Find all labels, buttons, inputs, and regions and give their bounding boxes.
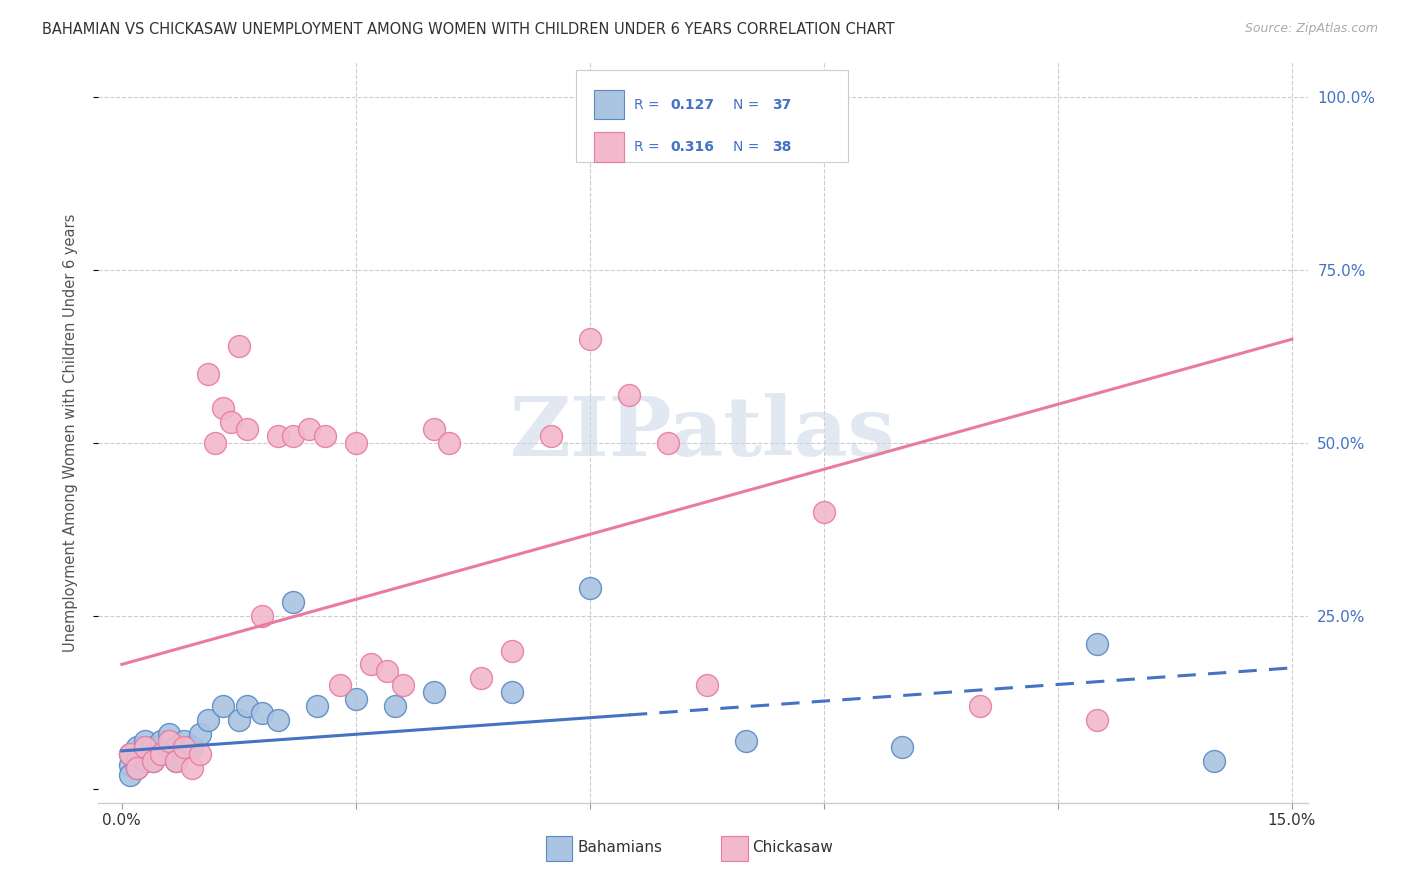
- Point: [118, 768, 141, 782]
- Point: [735, 733, 758, 747]
- Point: [212, 401, 235, 416]
- Text: R =: R =: [634, 97, 664, 112]
- Point: [118, 757, 141, 772]
- Point: [165, 754, 187, 768]
- Text: N =: N =: [734, 140, 763, 153]
- Point: [890, 740, 912, 755]
- Point: [344, 692, 367, 706]
- Point: [228, 339, 250, 353]
- Text: ZIPatlas: ZIPatlas: [510, 392, 896, 473]
- Point: [181, 761, 204, 775]
- Point: [134, 754, 156, 768]
- Point: [283, 595, 305, 609]
- Point: [439, 436, 461, 450]
- Point: [329, 678, 352, 692]
- Bar: [721, 836, 748, 861]
- Point: [1085, 637, 1108, 651]
- Point: [423, 422, 446, 436]
- Point: [579, 582, 602, 596]
- Bar: [595, 90, 624, 120]
- Point: [142, 754, 165, 768]
- Point: [501, 685, 523, 699]
- Point: [188, 747, 211, 762]
- Text: 0.127: 0.127: [671, 97, 714, 112]
- Point: [267, 713, 290, 727]
- Point: [252, 609, 274, 624]
- Point: [127, 761, 149, 775]
- Point: [149, 747, 172, 762]
- Point: [157, 747, 180, 762]
- Point: [127, 761, 149, 775]
- Point: [1085, 713, 1108, 727]
- Text: Bahamians: Bahamians: [578, 840, 662, 855]
- Point: [157, 733, 180, 747]
- Y-axis label: Unemployment Among Women with Children Under 6 years: Unemployment Among Women with Children U…: [63, 213, 77, 652]
- Point: [127, 740, 149, 755]
- Text: 37: 37: [772, 97, 792, 112]
- Point: [298, 422, 321, 436]
- Point: [118, 747, 141, 762]
- Point: [134, 733, 156, 747]
- Point: [235, 422, 257, 436]
- Point: [173, 733, 195, 747]
- Point: [283, 429, 305, 443]
- Point: [197, 713, 219, 727]
- Point: [149, 747, 172, 762]
- Point: [344, 436, 367, 450]
- Point: [360, 657, 382, 672]
- Point: [267, 429, 290, 443]
- Text: BAHAMIAN VS CHICKASAW UNEMPLOYMENT AMONG WOMEN WITH CHILDREN UNDER 6 YEARS CORRE: BAHAMIAN VS CHICKASAW UNEMPLOYMENT AMONG…: [42, 22, 894, 37]
- Point: [149, 733, 172, 747]
- Point: [617, 387, 640, 401]
- Point: [181, 740, 204, 755]
- Text: Source: ZipAtlas.com: Source: ZipAtlas.com: [1244, 22, 1378, 36]
- Point: [127, 754, 149, 768]
- Point: [657, 436, 679, 450]
- Point: [579, 332, 602, 346]
- Point: [501, 643, 523, 657]
- Point: [118, 747, 141, 762]
- Point: [252, 706, 274, 720]
- Point: [157, 726, 180, 740]
- Point: [305, 698, 328, 713]
- Point: [173, 740, 195, 755]
- Text: 0.316: 0.316: [671, 140, 714, 153]
- Point: [134, 747, 156, 762]
- Point: [813, 505, 835, 519]
- Text: R =: R =: [634, 140, 664, 153]
- Text: Chickasaw: Chickasaw: [752, 840, 834, 855]
- Point: [197, 367, 219, 381]
- Point: [165, 740, 187, 755]
- Point: [142, 740, 165, 755]
- Point: [314, 429, 336, 443]
- Point: [134, 740, 156, 755]
- Point: [235, 698, 257, 713]
- Point: [470, 671, 492, 685]
- Point: [969, 698, 991, 713]
- Text: N =: N =: [734, 97, 763, 112]
- Point: [212, 698, 235, 713]
- Point: [384, 698, 406, 713]
- Point: [165, 754, 187, 768]
- Point: [540, 429, 562, 443]
- Point: [696, 678, 718, 692]
- Point: [1202, 754, 1225, 768]
- Point: [142, 754, 165, 768]
- Point: [219, 415, 242, 429]
- Bar: [595, 132, 624, 161]
- Bar: [546, 836, 572, 861]
- Point: [228, 713, 250, 727]
- Text: 38: 38: [772, 140, 792, 153]
- Point: [391, 678, 413, 692]
- Point: [188, 726, 211, 740]
- FancyBboxPatch shape: [576, 70, 848, 162]
- Point: [375, 665, 398, 679]
- Point: [204, 436, 226, 450]
- Point: [423, 685, 446, 699]
